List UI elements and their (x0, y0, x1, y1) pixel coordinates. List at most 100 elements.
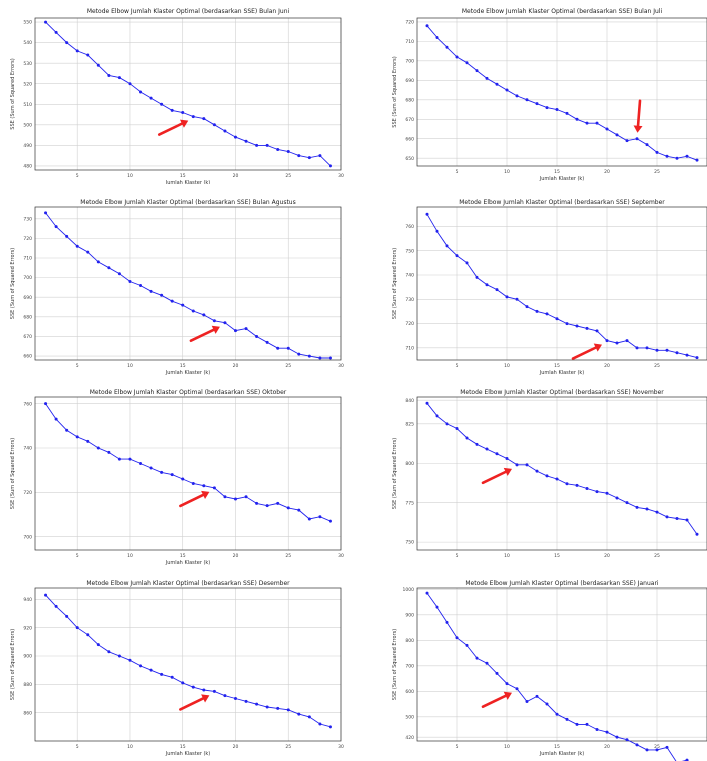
data-point (244, 699, 248, 703)
elbow-chart-november: Metode Elbow Jumlah Klaster Optimal (ber… (392, 389, 707, 559)
data-point (276, 501, 280, 505)
chart-title: Metode Elbow Jumlah Klaster Optimal (ber… (459, 199, 665, 206)
data-point (555, 108, 559, 112)
data-point (465, 61, 469, 65)
data-point (445, 422, 449, 426)
data-point (149, 466, 153, 470)
data-point (425, 591, 429, 595)
data-point (535, 102, 539, 106)
y-tick-label: 510 (23, 102, 32, 108)
chart-title: Metode Elbow Jumlah Klaster Optimal (ber… (86, 580, 290, 587)
data-point (535, 694, 539, 698)
data-point (495, 452, 499, 456)
data-point (170, 299, 174, 303)
data-point (545, 702, 549, 706)
elbow-arrow-head (633, 125, 643, 133)
data-point (96, 643, 100, 647)
data-point (545, 474, 549, 478)
data-point (255, 702, 259, 706)
data-point (255, 143, 259, 147)
data-point (465, 261, 469, 265)
y-axis-label: SSE (Sum of Squared Errors) (10, 438, 16, 509)
data-point (318, 722, 322, 726)
data-point (54, 225, 58, 229)
series-line (45, 212, 331, 359)
data-point (445, 45, 449, 49)
x-tick-label: 15 (554, 744, 560, 750)
data-point (54, 30, 58, 34)
elbow-arrow-shaft (157, 122, 184, 136)
data-point (44, 593, 48, 597)
elbow-arrow (481, 467, 512, 485)
data-point (181, 681, 185, 685)
data-point (233, 697, 237, 700)
elbow-arrow-head (201, 694, 210, 703)
x-tick-label: 5 (456, 363, 459, 369)
data-point (645, 507, 649, 511)
data-point (645, 748, 649, 752)
x-axis-label: Jumlah Klaster (k) (165, 751, 211, 757)
data-point (605, 339, 609, 343)
data-point (475, 442, 479, 446)
data-point (535, 469, 539, 473)
y-tick-label: 490 (23, 143, 32, 149)
data-point (170, 108, 174, 112)
data-point (170, 473, 174, 477)
data-point (615, 735, 619, 739)
data-point (212, 319, 216, 323)
series-line (45, 403, 331, 522)
data-point (286, 708, 290, 712)
y-tick-label: 540 (23, 40, 32, 46)
x-tick-label: 20 (233, 363, 239, 369)
data-point (139, 283, 143, 287)
data-point (485, 283, 489, 287)
x-axis-label: Jumlah Klaster (k) (539, 751, 585, 757)
data-point (128, 658, 132, 662)
elbow-arrow-head (593, 343, 602, 352)
data-point (181, 303, 185, 307)
y-axis-label: SSE (Sum of Squared Errors) (10, 58, 16, 129)
data-point (645, 346, 649, 350)
data-point (635, 137, 639, 141)
elbow-chart-januari: Metode Elbow Jumlah Klaster Optimal (ber… (392, 580, 707, 761)
y-tick-label: 710 (23, 256, 32, 262)
data-point (535, 309, 539, 313)
y-tick-label: 500 (405, 714, 414, 720)
data-point (128, 457, 132, 461)
data-point (307, 354, 311, 358)
data-point (425, 401, 429, 405)
elbow-chart-oktober: Metode Elbow Jumlah Klaster Optimal (ber… (10, 389, 344, 566)
y-tick-label: 700 (23, 275, 32, 281)
y-tick-label: 860 (23, 710, 32, 716)
data-point (695, 158, 699, 162)
x-tick-label: 20 (604, 363, 610, 369)
data-point (117, 654, 121, 658)
data-point (202, 117, 206, 121)
data-point (455, 427, 459, 431)
data-point (149, 96, 153, 100)
data-point (139, 462, 143, 466)
data-point (685, 154, 689, 158)
data-point (625, 339, 629, 343)
x-tick-label: 5 (76, 744, 79, 750)
y-tick-label: 710 (405, 345, 414, 351)
data-point (149, 289, 153, 293)
data-point (655, 510, 659, 514)
data-point (425, 24, 429, 28)
x-tick-label: 5 (76, 553, 79, 559)
data-point (117, 76, 121, 80)
data-point (485, 661, 489, 665)
x-tick-label: 20 (233, 173, 239, 179)
data-point (244, 495, 248, 499)
y-tick-label: 740 (23, 446, 32, 452)
y-tick-label: 700 (405, 663, 414, 669)
data-point (685, 518, 689, 522)
data-point (655, 348, 659, 352)
chart-title: Metode Elbow Jumlah Klaster Optimal (ber… (465, 580, 659, 587)
y-tick-label: 720 (23, 490, 32, 496)
data-point (96, 260, 100, 264)
elbow-arrow-shaft (636, 99, 642, 128)
data-point (575, 483, 579, 487)
elbow-arrow (571, 343, 602, 360)
data-point (107, 450, 111, 454)
